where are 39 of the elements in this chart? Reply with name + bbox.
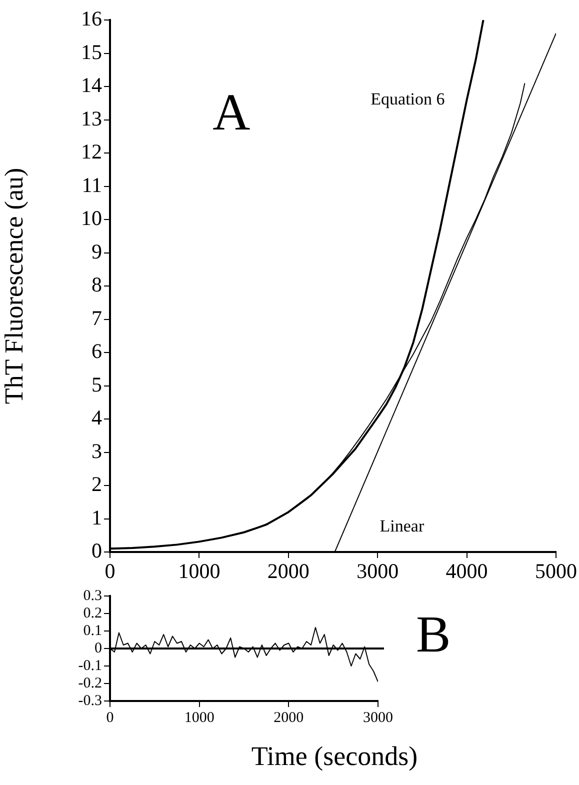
y-tick-label: 7 xyxy=(92,306,102,330)
y-tick-label: 0 xyxy=(94,640,102,656)
annotation: A xyxy=(212,84,251,142)
y-tick-label: -0.1 xyxy=(78,658,102,674)
y-tick-label: 4 xyxy=(92,406,102,430)
y-tick-label: 0.1 xyxy=(83,622,102,639)
y-tick-label: 2 xyxy=(92,472,102,496)
y-tick-label: 1 xyxy=(92,505,102,530)
y-tick-label: 13 xyxy=(81,106,102,130)
y-tick-label: -0.3 xyxy=(78,692,102,709)
y-axis-title: ThT Fluorescence (au) xyxy=(0,168,28,404)
x-axis-title: Time (seconds) xyxy=(250,741,419,772)
x-tick-label: 3000 xyxy=(356,559,399,584)
y-tick-label: 11 xyxy=(82,172,102,197)
y-tick-label: 0 xyxy=(92,538,102,563)
y-tick-label: 8 xyxy=(92,272,102,297)
y-tick-label: 14 xyxy=(81,73,102,98)
x-tick-label: 1000 xyxy=(184,710,214,726)
x-tick-label: 0 xyxy=(106,710,114,726)
series-label: Linear xyxy=(380,516,424,536)
series-label: Equation 6 xyxy=(370,89,445,108)
text: B xyxy=(416,606,451,664)
y-tick-label: 0.2 xyxy=(83,605,102,622)
y-tick-label: 6 xyxy=(92,339,102,364)
y-tick-label: 3 xyxy=(92,438,102,463)
x-tick-label: 5000 xyxy=(535,559,577,584)
x-tick-label: 1000 xyxy=(178,559,220,584)
y-tick-label: 5 xyxy=(92,372,102,396)
y-tick-label: 16 xyxy=(81,6,102,31)
y-tick-label: 9 xyxy=(92,239,102,264)
x-tick-label: 2000 xyxy=(267,559,310,584)
x-tick-label: 4000 xyxy=(446,559,488,584)
y-tick-label: -0.2 xyxy=(78,675,102,692)
y-tick-label: 0.3 xyxy=(83,588,102,604)
y-tick-label: 10 xyxy=(81,206,102,230)
y-tick-label: 12 xyxy=(81,140,102,164)
x-tick-label: 3000 xyxy=(363,710,393,726)
y-tick-label: 15 xyxy=(81,40,102,64)
x-tick-label: 2000 xyxy=(274,710,304,726)
